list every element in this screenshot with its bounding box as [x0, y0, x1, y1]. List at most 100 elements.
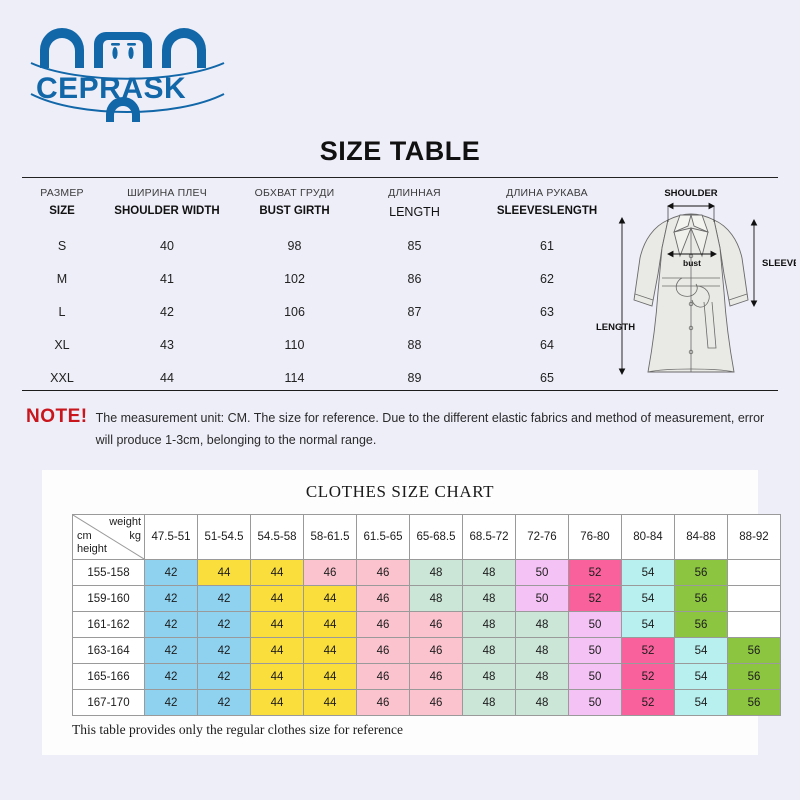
size-value-cell: 48: [462, 559, 516, 586]
size-table-cell-length: 86: [407, 271, 422, 286]
size-value-cell: 56: [674, 559, 728, 586]
brand-logo: CEPRASK: [28, 22, 228, 122]
size-value-cell: [727, 585, 781, 612]
col-header-bust-girth-ru: ОБХВАТ ГРУДИ: [254, 187, 335, 199]
size-value-cell: 42: [144, 689, 198, 716]
size-value-cell: 48: [462, 585, 516, 612]
size-value-cell: 42: [144, 663, 198, 690]
size-value-cell: 42: [197, 585, 251, 612]
clothes-chart-header-row: weight kg cm height 47.5-51 51-54.5 54.5-5…: [72, 514, 781, 560]
corner-label-weight: weight: [109, 516, 141, 528]
size-value-cell: 44: [250, 689, 304, 716]
height-range-cell: 163-164: [72, 637, 145, 664]
weight-range-header: 61.5-65: [356, 514, 410, 560]
corner-label-height: height: [77, 543, 107, 555]
size-table-cell-sleeve: 63: [540, 304, 554, 319]
size-table-cell-shoulder: 43: [160, 337, 174, 352]
size-value-cell: 48: [462, 611, 516, 638]
size-table-cell-length: 89: [407, 370, 422, 385]
size-value-cell: 54: [674, 637, 728, 664]
size-value-cell: 54: [674, 663, 728, 690]
size-table-cell-length: 87: [407, 304, 422, 319]
size-value-cell: 42: [144, 637, 198, 664]
size-value-cell: 52: [621, 637, 675, 664]
size-value-cell: 42: [144, 585, 198, 612]
size-table-cell-length: 85: [407, 238, 422, 253]
size-value-cell: 50: [515, 559, 569, 586]
size-table-cell-size: L: [58, 304, 66, 319]
size-value-cell: 42: [197, 611, 251, 638]
size-value-cell: 46: [356, 637, 410, 664]
size-table: РАЗМЕР SIZE ШИРИНА ПЛЕЧ SHOULDER WIDTH О…: [22, 183, 622, 394]
size-table-cell-shoulder: 40: [160, 238, 174, 253]
size-table-row: XL 43 110 88 64: [22, 328, 622, 361]
size-value-cell: 52: [568, 585, 622, 612]
clothes-chart-row: 163-164 42 42 44 44 46 46 48 48 50 52 54 56: [72, 637, 781, 664]
label-length: LENGTH: [596, 322, 635, 333]
size-value-cell: 54: [674, 689, 728, 716]
diagonal-divider-icon: [73, 515, 144, 559]
col-header-sleeves-length-ru: ДЛИНА РУКАВА: [506, 187, 588, 199]
size-value-cell: 42: [144, 611, 198, 638]
size-value-cell: 48: [462, 637, 516, 664]
note-label: NOTE!: [26, 406, 88, 427]
size-value-cell: 50: [568, 611, 622, 638]
size-table-header-row: РАЗМЕР SIZE ШИРИНА ПЛЕЧ SHOULDER WIDTH О…: [22, 183, 622, 229]
size-value-cell: 48: [515, 663, 569, 690]
size-value-cell: 52: [621, 689, 675, 716]
size-value-cell: 50: [568, 663, 622, 690]
size-value-cell: 48: [515, 611, 569, 638]
clothes-chart-row: 161-162 42 42 44 44 46 46 48 48 50 54 56: [72, 611, 781, 638]
size-value-cell: 52: [621, 663, 675, 690]
size-table-cell-length: 88: [407, 337, 422, 352]
height-range-cell: 167-170: [72, 689, 145, 716]
weight-range-header: 80-84: [621, 514, 675, 560]
col-header-shoulder-width-en: SHOULDER WIDTH: [114, 205, 220, 217]
size-value-cell: 44: [250, 559, 304, 586]
size-value-cell: 50: [568, 689, 622, 716]
size-table-cell-bust: 98: [287, 238, 302, 253]
size-table-cell-bust: 102: [284, 271, 305, 286]
clothes-chart-footer: This table provides only the regular clo…: [72, 722, 403, 737]
size-value-cell: 44: [250, 637, 304, 664]
col-header-size-en: SIZE: [49, 205, 75, 217]
weight-range-header: 54.5-58: [250, 514, 304, 560]
size-value-cell: 44: [303, 611, 357, 638]
weight-range-header: 72-76: [515, 514, 569, 560]
size-value-cell: 48: [462, 689, 516, 716]
weight-range-header: 88-92: [727, 514, 781, 560]
size-value-cell: 44: [303, 637, 357, 664]
size-value-cell: 46: [409, 689, 463, 716]
size-value-cell: 46: [356, 559, 410, 586]
size-value-cell: 44: [250, 611, 304, 638]
weight-range-header: 58-61.5: [303, 514, 357, 560]
size-value-cell: 48: [409, 585, 463, 612]
size-table-cell-sleeve: 65: [540, 370, 554, 385]
col-header-length: ДЛИННАЯ LENGTH: [357, 183, 472, 229]
size-value-cell: 48: [515, 637, 569, 664]
corner-label-kg: kg: [129, 530, 141, 542]
size-value-cell: 56: [674, 585, 728, 612]
height-range-cell: 161-162: [72, 611, 145, 638]
size-table-cell-bust: 110: [284, 337, 305, 352]
logo-graphic: CEPRASK: [30, 28, 225, 122]
size-value-cell: 42: [197, 689, 251, 716]
size-value-cell: 56: [727, 663, 781, 690]
size-value-cell: 46: [409, 611, 463, 638]
size-table-row: S 40 98 85 61: [22, 229, 622, 262]
height-range-cell: 159-160: [72, 585, 145, 612]
label-bust: bust: [683, 258, 701, 268]
size-table-cell-shoulder: 41: [160, 271, 174, 286]
size-value-cell: 54: [621, 559, 675, 586]
size-value-cell: 50: [515, 585, 569, 612]
size-value-cell: 44: [303, 585, 357, 612]
page-title: SIZE TABLE: [319, 136, 481, 166]
size-value-cell: 46: [356, 611, 410, 638]
col-header-length-ru: ДЛИННАЯ: [388, 187, 441, 199]
note-text: The measurement unit: CM. The size for r…: [95, 411, 765, 447]
height-range-cell: 155-158: [72, 559, 145, 586]
size-value-cell: 50: [568, 637, 622, 664]
weight-range-header: 51-54.5: [197, 514, 251, 560]
size-value-cell: 48: [409, 559, 463, 586]
garment-measurement-diagram: SHOULDER bust SLEEVE LENGTH: [596, 182, 796, 382]
